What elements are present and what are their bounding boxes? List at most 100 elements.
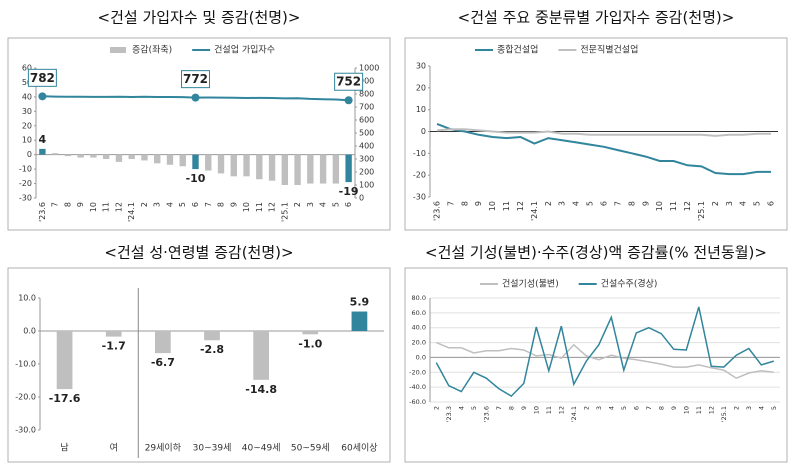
- chart-title: <건설 기성(불변)·수주(경상)액 증감률(% 전년동월)>: [425, 244, 767, 262]
- y-tick-label: 50: [22, 78, 32, 87]
- x-tick-label: 5: [331, 202, 340, 207]
- x-tick-label: 2: [732, 406, 740, 410]
- legend-label: 종합건설업: [497, 45, 538, 56]
- x-tick-label: 9: [474, 201, 483, 206]
- x-tick-label: 2: [544, 201, 553, 206]
- y2-tick-label: 600: [359, 116, 374, 125]
- y-tick-label: -60.0: [409, 398, 426, 406]
- x-tick-label: 5: [178, 202, 187, 207]
- x-tick-label: 50~59세: [291, 443, 330, 454]
- x-tick-label: 4: [739, 201, 748, 206]
- y-tick-label: 20.0: [412, 339, 426, 347]
- data-label: -1.0: [298, 337, 322, 350]
- x-tick-label: 11: [695, 406, 703, 414]
- x-tick-label: 11: [545, 406, 553, 414]
- y-tick-label: -20: [413, 171, 426, 180]
- y-tick-label: 20: [416, 83, 426, 92]
- x-tick-label: 29세이하: [145, 443, 182, 454]
- x-tick-label: 5: [586, 201, 595, 206]
- bar: [332, 154, 340, 184]
- x-tick-label: 12: [268, 202, 277, 212]
- data-label: -2.8: [200, 343, 224, 356]
- x-tick-label: 7: [613, 201, 622, 206]
- line: [436, 122, 771, 176]
- data-label: -1.7: [102, 340, 126, 353]
- bar: [230, 154, 237, 177]
- y-tick-label: 10: [416, 105, 426, 114]
- legend-label: 전문직별건설업: [580, 45, 638, 56]
- x-tick-label: 4: [607, 406, 615, 410]
- label-box: [181, 70, 210, 89]
- x-tick-label: '25.1: [720, 406, 728, 422]
- chart-title: <건설 주요 중분류별 가입자수 증감(천명)>: [458, 9, 735, 27]
- x-tick-label: 10: [89, 202, 98, 212]
- x-tick-label: 3: [745, 406, 753, 410]
- y2-tick-label: 700: [359, 103, 374, 112]
- x-tick-label: 6: [767, 201, 776, 206]
- point-marker: [344, 96, 353, 105]
- bar: [102, 154, 110, 159]
- x-tick-label: 6: [632, 406, 640, 410]
- chart-title: <건설 가입자수 및 증감(천명)>: [98, 9, 301, 27]
- data-label: -6.7: [151, 356, 175, 369]
- x-tick-label: 7: [495, 406, 503, 410]
- bar: [56, 331, 73, 390]
- bar: [115, 154, 123, 162]
- bar: [302, 331, 319, 335]
- x-tick-label: 4: [757, 406, 765, 410]
- x-tick-label: 11: [502, 201, 511, 211]
- bar: [105, 331, 122, 337]
- y-tick-label: 0: [421, 127, 426, 136]
- x-tick-label: 11: [669, 201, 678, 211]
- x-tick-label: 10: [682, 406, 690, 414]
- x-tick-label: 12: [516, 201, 525, 211]
- line: [436, 341, 774, 380]
- y-tick-label: -10.0: [15, 360, 36, 369]
- bar: [281, 154, 289, 185]
- x-tick-label: 8: [507, 406, 515, 410]
- bar: [345, 154, 352, 183]
- data-label: 5.9: [350, 296, 370, 309]
- point-marker: [191, 93, 200, 102]
- bar: [154, 331, 171, 354]
- x-tick-label: 3: [306, 202, 315, 207]
- data-label: 772: [183, 72, 208, 86]
- x-tick-label: 8: [657, 406, 665, 410]
- x-tick-label: 여: [110, 442, 118, 454]
- x-tick-label: 8: [460, 201, 469, 206]
- x-tick-label: '25.1: [697, 201, 706, 221]
- data-label: -17.6: [49, 392, 81, 405]
- y2-tick-label: 900: [359, 77, 374, 86]
- bar: [294, 154, 301, 185]
- x-tick-label: 9: [641, 201, 650, 206]
- data-label: -10: [186, 172, 206, 185]
- line: [435, 306, 775, 398]
- x-tick-label: 2: [711, 201, 720, 206]
- y2-tick-label: 100: [359, 181, 374, 190]
- x-tick-label: 3: [558, 201, 567, 206]
- panel-border: [7, 37, 391, 231]
- x-tick-label: '25.1: [280, 202, 289, 222]
- y-tick-label: -20.0: [409, 368, 426, 376]
- x-tick-label: 10: [242, 202, 251, 212]
- x-tick-label: 3: [153, 202, 162, 207]
- legend-label: 건설기성(불변): [502, 279, 559, 290]
- line: [436, 128, 771, 137]
- x-tick-label: 4: [165, 202, 174, 207]
- y-tick-label: 80.0: [412, 294, 426, 302]
- y2-tick-label: 300: [359, 155, 374, 164]
- y-tick-label: -40.0: [409, 383, 426, 391]
- y-tick-label: 40: [22, 92, 32, 101]
- bar: [166, 154, 174, 165]
- y-tick-label: 0.0: [416, 353, 426, 361]
- x-tick-label: 9: [670, 406, 678, 410]
- bar: [256, 154, 263, 180]
- x-tick-label: 12: [114, 202, 123, 212]
- x-tick-label: 40~49세: [242, 443, 281, 454]
- x-tick-label: '24.1: [570, 406, 578, 422]
- x-tick-label: 12: [557, 406, 565, 414]
- bar: [253, 331, 270, 380]
- x-tick-label: 3: [595, 406, 603, 410]
- bar: [179, 154, 186, 167]
